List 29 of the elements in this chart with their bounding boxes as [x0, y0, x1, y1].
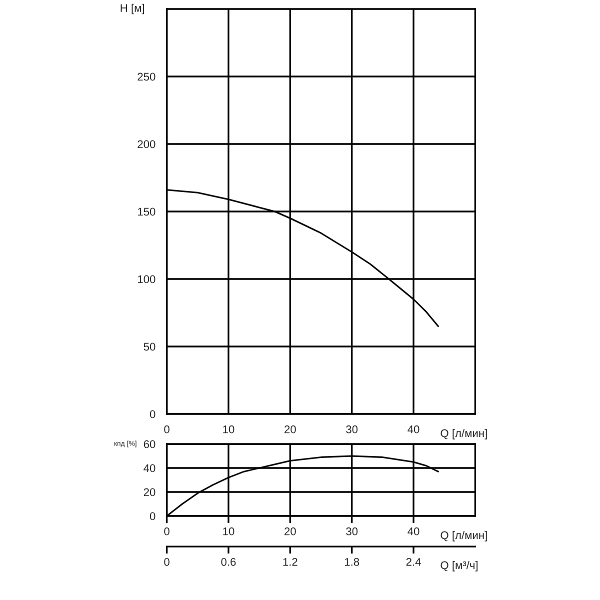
y-tick-label: 20	[144, 488, 156, 496]
y-tick-label: 60	[144, 440, 156, 448]
x-tick-label: 30	[346, 425, 358, 434]
x-tick-label: 40	[408, 527, 420, 536]
x2-tick-label: 1.2	[283, 558, 298, 566]
x-tick-label: 0	[164, 425, 170, 434]
x2-tick-label: 1.8	[344, 558, 360, 566]
x-tick-label: 20	[284, 425, 296, 434]
x-axis-title: Q [л/мин]	[440, 531, 487, 542]
y-tick-label: 0	[150, 410, 156, 418]
x-axis-title: Q [л/мин]	[440, 429, 487, 440]
x2-tick-label: 0	[164, 558, 170, 566]
y-tick-label: 50	[144, 342, 156, 351]
y-axis-title: H [м]	[120, 4, 144, 14]
x-tick-label: 10	[223, 425, 234, 434]
x2-tick-label: 0.6	[221, 558, 236, 566]
y-tick-label: 250	[138, 72, 156, 81]
x-tick-label: 40	[408, 425, 420, 434]
x2-axis-title: Q [м³/ч]	[440, 561, 478, 572]
y-tick-label: 40	[144, 464, 156, 472]
x-tick-label: 0	[164, 527, 170, 536]
x-tick-label: 30	[346, 527, 358, 536]
y-tick-label: 0	[150, 512, 156, 520]
y-tick-label: 100	[138, 275, 156, 284]
y-tick-label: 150	[138, 208, 156, 216]
y-tick-label: 200	[138, 140, 156, 148]
x2-tick-label: 2.4	[406, 558, 421, 566]
x-tick-label: 10	[223, 527, 234, 536]
x-tick-label: 20	[284, 527, 296, 536]
